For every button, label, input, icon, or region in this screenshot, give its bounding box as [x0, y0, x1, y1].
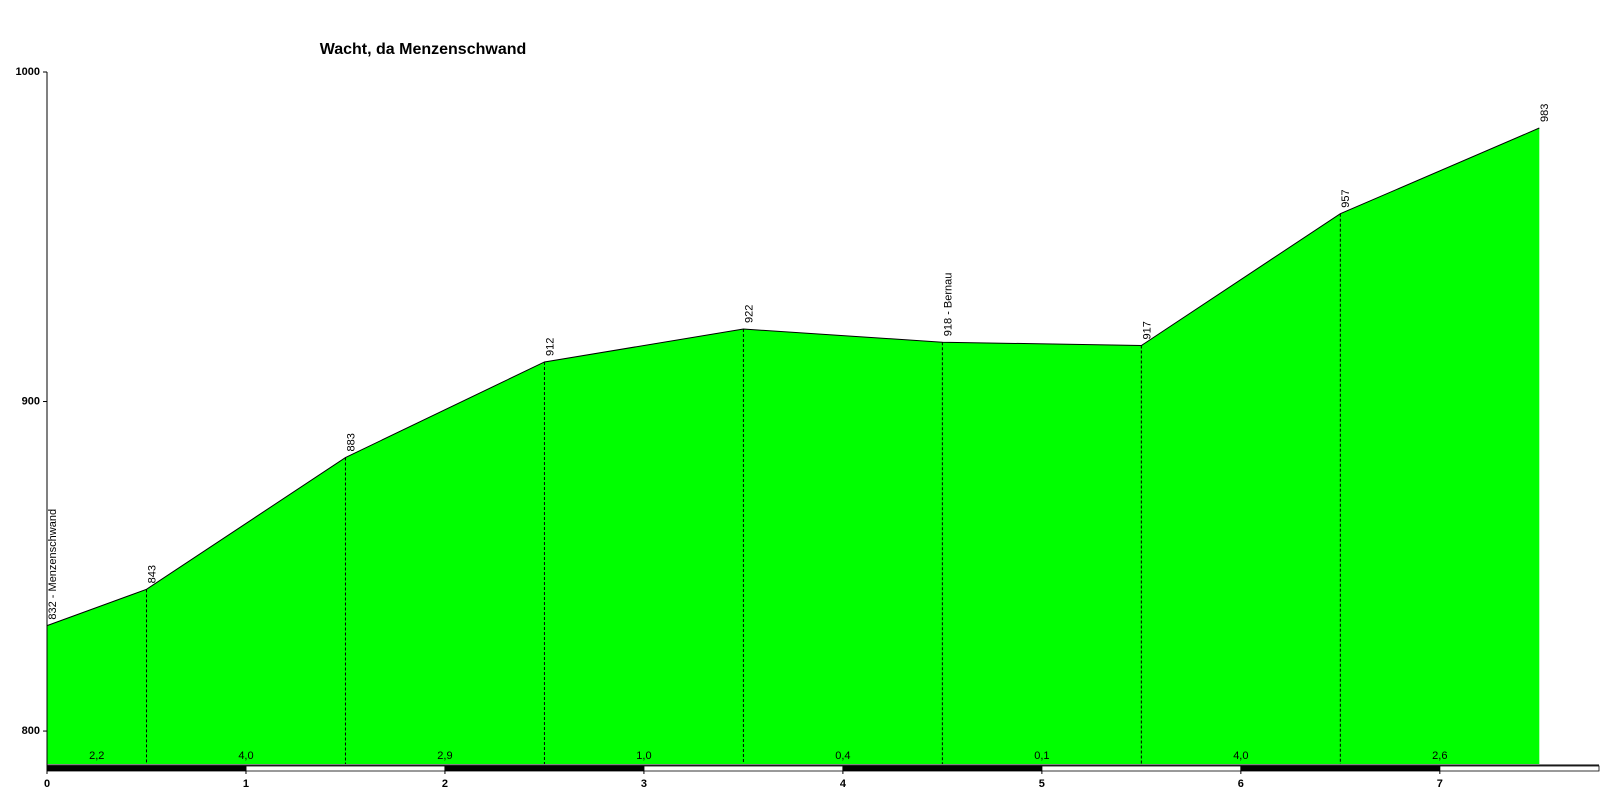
segment-label: 2,9 — [437, 750, 452, 762]
x-axis-bar-block — [47, 766, 246, 771]
point-label: 843 — [146, 565, 158, 583]
chart-title: Wacht, da Menzenschwand — [320, 41, 527, 58]
point-label: 883 — [345, 433, 357, 451]
point-label: 918 - Bernau — [942, 273, 954, 337]
x-tick-label: 5 — [1039, 778, 1045, 790]
x-tick-label: 2 — [442, 778, 448, 790]
x-axis-bar-block — [1240, 766, 1440, 771]
y-tick-label: 900 — [22, 395, 40, 407]
x-tick-label: 6 — [1238, 778, 1244, 790]
point-label: 983 — [1539, 104, 1551, 122]
point-label: 832 - Menzenschwand — [47, 509, 59, 620]
x-tick-label: 1 — [243, 778, 249, 790]
segment-label: 2,2 — [89, 750, 104, 762]
y-tick-label: 800 — [22, 725, 40, 737]
x-tick-label: 3 — [641, 778, 647, 790]
segment-label: 0,1 — [1034, 750, 1049, 762]
x-axis-bar-block — [842, 766, 1042, 771]
point-label: 922 — [743, 305, 755, 323]
segment-label: 1,0 — [636, 750, 651, 762]
segment-label: 0,4 — [835, 750, 850, 762]
segment-label: 4,0 — [238, 750, 253, 762]
x-tick-label: 7 — [1437, 778, 1443, 790]
segment-label: 2,6 — [1432, 750, 1447, 762]
y-tick-label: 1000 — [16, 66, 40, 78]
x-tick-label: 0 — [44, 778, 50, 790]
x-tick-label: 4 — [840, 778, 847, 790]
area-fill — [47, 128, 1540, 764]
point-label: 917 — [1141, 321, 1153, 339]
segment-label: 4,0 — [1233, 750, 1248, 762]
point-label: 912 — [544, 338, 556, 356]
x-axis-bar-block — [444, 766, 644, 771]
point-label: 957 — [1340, 189, 1352, 207]
